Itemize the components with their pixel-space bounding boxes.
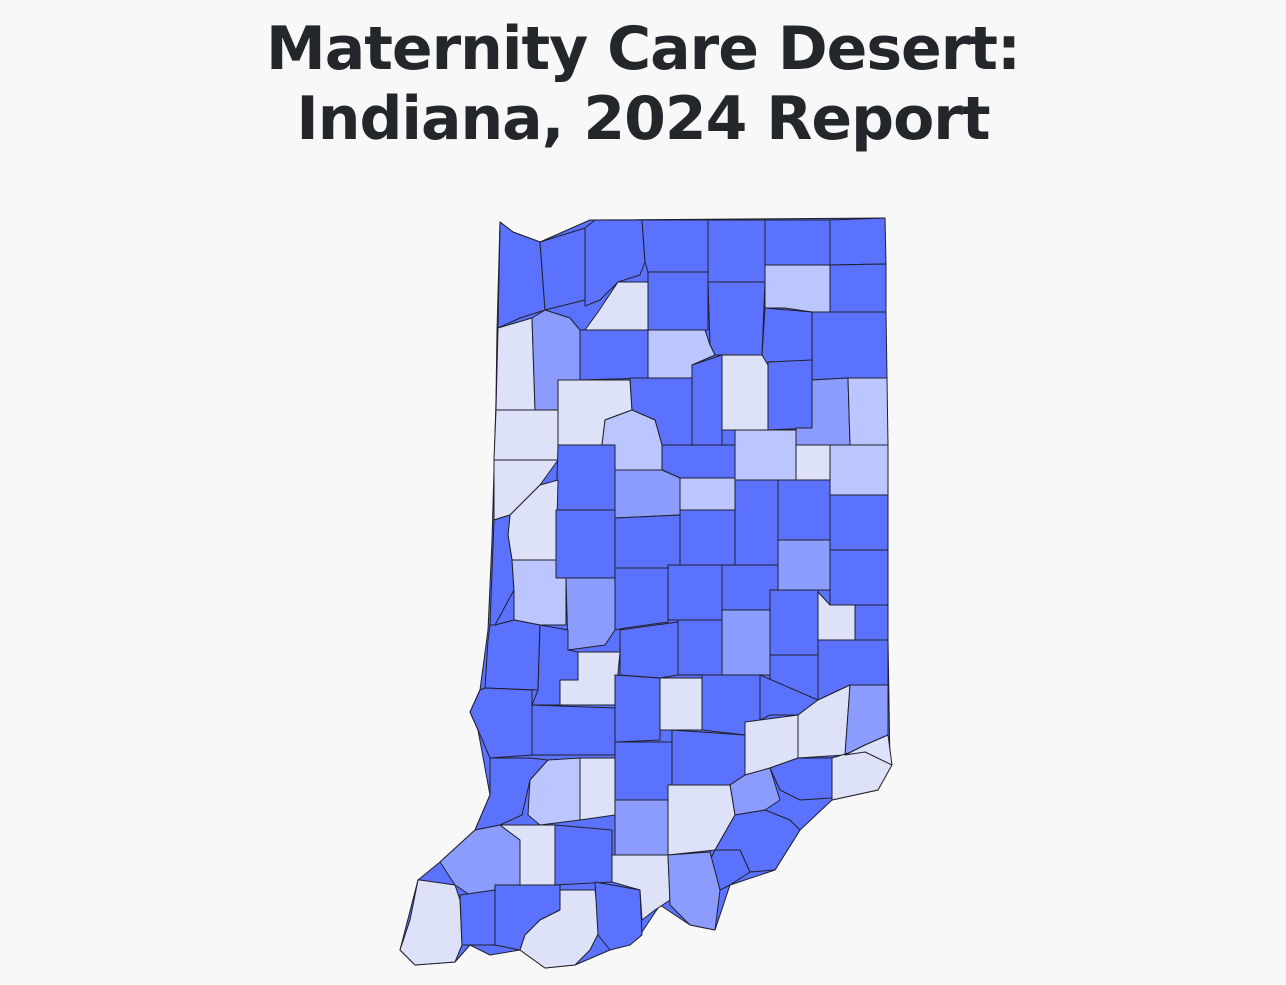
county-dubois: [554, 824, 613, 886]
county-parke: [511, 559, 567, 626]
county-madison: [734, 479, 779, 566]
county-putnam: [565, 577, 616, 651]
county-greene: [531, 704, 616, 756]
county-lagrange: [764, 219, 831, 266]
county-perry: [594, 881, 643, 951]
county-hendricks: [614, 567, 669, 631]
county-kosciusko: [707, 281, 766, 356]
county-blackford: [795, 444, 831, 481]
county-harrison: [667, 851, 721, 931]
county-switzerland: [844, 734, 893, 766]
county-martin: [579, 757, 616, 821]
county-lawrence: [614, 741, 673, 801]
county-grant: [734, 429, 797, 481]
county-fayette: [769, 589, 819, 656]
county-shelby: [721, 609, 771, 676]
county-miami: [691, 354, 723, 446]
county-adams: [847, 377, 889, 446]
county-randolph: [829, 494, 889, 551]
county-lake: [497, 221, 546, 329]
title-line-1: Maternity Care Desert:: [266, 14, 1021, 84]
county-jackson: [671, 729, 746, 786]
county-knox: [474, 757, 549, 831]
county-steuben: [829, 217, 887, 266]
county-clinton: [614, 469, 681, 519]
county-allen: [811, 311, 888, 381]
county-vanderburgh: [459, 889, 496, 946]
county-delaware: [777, 479, 831, 541]
county-tippecanoe: [555, 444, 616, 511]
page-title: Maternity Care Desert: Indiana, 2024 Rep…: [0, 14, 1286, 154]
county-monroe: [614, 674, 661, 743]
county-pulaski: [579, 329, 649, 381]
county-elkhart: [707, 219, 766, 283]
county-decatur: [759, 674, 819, 721]
county-orange: [614, 799, 669, 856]
county-franklin-north: [854, 604, 889, 641]
county-tipton: [679, 477, 736, 511]
county-laporte: [584, 219, 646, 307]
county-wabash: [721, 354, 769, 431]
county-whitley: [761, 307, 813, 366]
title-line-2: Indiana, 2024 Report: [296, 84, 990, 154]
county-porter: [539, 227, 586, 311]
county-benton: [493, 409, 559, 461]
county-huntington: [767, 359, 813, 431]
county-jay: [829, 444, 889, 496]
county-henry: [777, 539, 831, 591]
county-howard: [661, 444, 736, 479]
county-newton: [495, 317, 536, 411]
county-brown: [659, 677, 703, 731]
county-wayne: [829, 549, 889, 606]
county-sullivan: [469, 687, 533, 759]
county-marion: [667, 564, 723, 621]
county-johnson: [677, 619, 723, 676]
county-posey: [399, 879, 463, 966]
county-montgomery: [555, 509, 616, 579]
county-vigo: [484, 619, 541, 691]
county-noble: [764, 264, 831, 313]
county-boone: [614, 514, 681, 569]
county-marshall: [647, 271, 709, 331]
county-hamilton: [679, 509, 736, 566]
county-morgan: [619, 621, 679, 679]
county-st-joseph: [641, 219, 709, 273]
county-dekalb: [829, 263, 887, 313]
